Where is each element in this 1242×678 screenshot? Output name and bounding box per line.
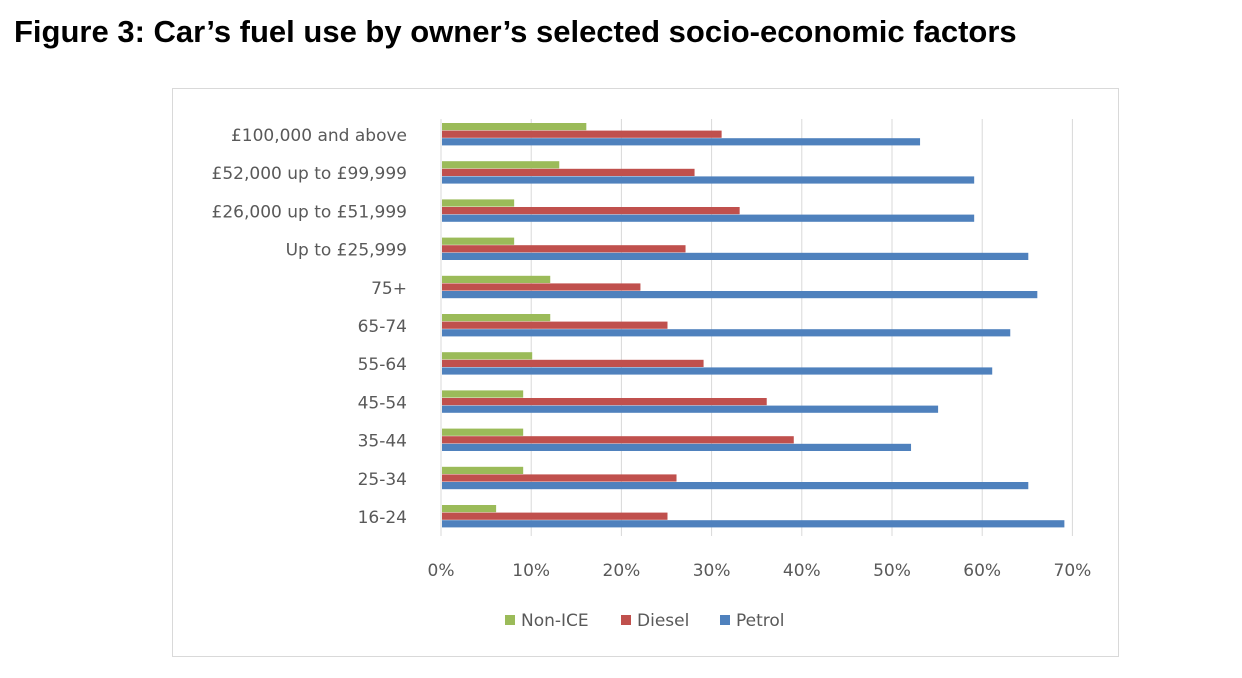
bar-non-ice <box>442 275 551 283</box>
category-label: 45-54 <box>358 393 407 413</box>
bars <box>442 123 1065 528</box>
bar-diesel <box>442 168 695 176</box>
bar-petrol <box>442 443 912 451</box>
bar-diesel <box>442 130 722 138</box>
bar-petrol <box>442 214 975 222</box>
bar-non-ice <box>442 161 560 169</box>
bar-petrol <box>442 405 939 413</box>
x-tick-label: 0% <box>428 561 455 581</box>
axes: 0% 10% 20% 30% 40% 50% 60% 70% £100,000 and abov… <box>212 119 1092 581</box>
x-tick-label: 30% <box>693 561 731 581</box>
bar-non-ice <box>442 199 515 207</box>
category-label: 55-64 <box>358 355 407 375</box>
bar-non-ice <box>442 390 524 398</box>
legend-swatch <box>720 615 730 625</box>
bar-petrol <box>442 176 975 184</box>
bar-petrol <box>442 482 1029 490</box>
bar-petrol <box>442 291 1038 299</box>
x-tick-label: 70% <box>1054 561 1092 581</box>
bar-diesel <box>442 245 686 253</box>
bar-non-ice <box>442 466 524 474</box>
chart-frame: 0% 10% 20% 30% 40% 50% 60% 70% £100,000 and abov… <box>172 88 1119 657</box>
category-label: 75+ <box>371 279 407 299</box>
bar-diesel <box>442 474 677 482</box>
bar-diesel <box>442 436 794 444</box>
legend-label: Petrol <box>736 611 785 631</box>
legend: Non-ICE Diesel Petrol <box>505 611 785 631</box>
x-tick-label: 10% <box>512 561 550 581</box>
figure-title: Figure 3: Car’s fuel use by owner’s sele… <box>14 14 1017 49</box>
category-label: £100,000 and above <box>231 126 407 146</box>
bar-diesel <box>442 398 767 406</box>
bar-petrol <box>442 329 1011 337</box>
bar-petrol <box>442 252 1029 260</box>
category-label: £26,000 up to £51,999 <box>212 202 407 222</box>
category-label: 25-34 <box>358 470 407 490</box>
legend-swatch <box>621 615 631 625</box>
bar-diesel <box>442 283 641 291</box>
category-label: Up to £25,999 <box>286 241 407 261</box>
bar-non-ice <box>442 123 587 131</box>
category-label: 65-74 <box>358 317 407 337</box>
bar-non-ice <box>442 428 524 436</box>
category-label: 35-44 <box>358 432 407 452</box>
bar-chart: 0% 10% 20% 30% 40% 50% 60% 70% £100,000 and abov… <box>212 119 1092 631</box>
category-label: 16-24 <box>358 508 407 528</box>
x-tick-label: 60% <box>963 561 1001 581</box>
category-label: £52,000 up to £99,999 <box>212 164 407 184</box>
gridlines <box>530 119 1073 536</box>
bar-diesel <box>442 512 668 520</box>
x-tick-label: 40% <box>783 561 821 581</box>
legend-label: Diesel <box>637 611 689 631</box>
bar-diesel <box>442 359 704 367</box>
bar-petrol <box>442 367 993 375</box>
bar-petrol <box>442 138 921 146</box>
bar-petrol <box>442 520 1065 528</box>
x-tick-label: 20% <box>603 561 641 581</box>
bar-diesel <box>442 321 668 329</box>
bar-non-ice <box>442 237 515 245</box>
legend-swatch <box>505 615 515 625</box>
bar-non-ice <box>442 505 497 513</box>
legend-label: Non-ICE <box>521 611 589 631</box>
bar-non-ice <box>442 314 551 322</box>
bar-diesel <box>442 207 740 215</box>
x-tick-label: 50% <box>873 561 911 581</box>
bar-non-ice <box>442 352 533 360</box>
